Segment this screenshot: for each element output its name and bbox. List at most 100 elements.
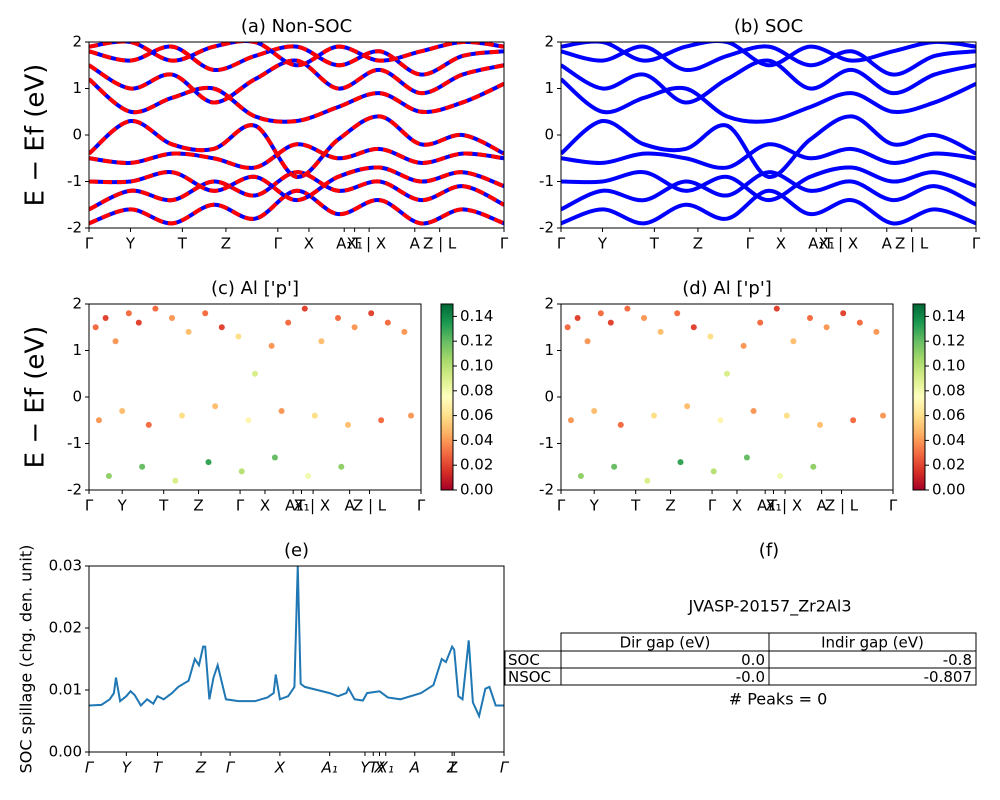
x-tick-label: Γ <box>274 235 283 253</box>
axes-frame <box>88 303 422 491</box>
band <box>561 77 976 124</box>
point <box>840 310 847 317</box>
panel-title: (a) Non-SOC <box>241 16 352 37</box>
y-tick-label: 0.00 <box>49 743 82 761</box>
table-note: # Peaks = 0 <box>729 690 828 709</box>
table-caption: JVASP-20157_Zr2Al3 <box>688 597 852 617</box>
point <box>567 417 574 424</box>
point <box>597 310 604 317</box>
point <box>816 421 823 428</box>
x-tick-label: Z <box>446 759 458 777</box>
x-tick-label: X <box>732 497 742 515</box>
x-tick-label: Γ <box>85 759 95 777</box>
cell-value: -0.0 <box>736 668 765 686</box>
y-tick-label: -1 <box>539 172 554 190</box>
colorbar-tick-label: 0.06 <box>460 406 493 424</box>
x-tick-label: A <box>344 497 355 515</box>
point <box>611 463 618 470</box>
x-tick-label: Z <box>665 497 675 515</box>
point <box>185 328 192 335</box>
x-tick-label: Γ <box>708 497 717 515</box>
x-tick-label: Y <box>117 497 128 515</box>
x-tick-label: Γ <box>226 759 236 777</box>
point <box>212 403 219 410</box>
x-tick-label: T | X <box>823 235 858 253</box>
x-tick-label: Γ <box>85 497 94 515</box>
spillage-line <box>89 566 504 720</box>
point <box>95 417 102 424</box>
axes-frame <box>560 303 894 491</box>
x-tick-label: L <box>450 759 458 777</box>
x-tick-label: Z <box>221 235 231 253</box>
point <box>135 319 142 326</box>
x-tick-label: Y <box>125 235 136 253</box>
point <box>657 328 664 335</box>
point <box>617 421 624 428</box>
point <box>378 417 385 424</box>
point <box>311 412 318 419</box>
x-tick-label: X₁ <box>293 497 309 515</box>
y-tick-label: 1 <box>72 341 82 359</box>
band <box>561 142 976 170</box>
band <box>561 170 976 212</box>
point <box>318 338 325 345</box>
y-tick-label: -2 <box>539 481 554 499</box>
point <box>773 305 780 312</box>
cell <box>768 667 977 686</box>
point <box>607 319 614 326</box>
point <box>591 407 598 414</box>
band <box>89 165 504 203</box>
colorbar-tick-label: 0.14 <box>460 307 493 325</box>
x-tick-label: T | X <box>767 497 802 515</box>
band <box>561 188 976 226</box>
point <box>271 454 278 461</box>
point <box>677 459 684 466</box>
x-tick-label: Γ <box>85 235 94 253</box>
point <box>690 324 697 331</box>
point <box>238 468 245 475</box>
point <box>301 305 308 312</box>
x-tick-label: Γ <box>889 497 898 515</box>
point <box>684 403 691 410</box>
x-tick-label: T <box>153 759 164 777</box>
x-tick-label: Z | L <box>825 497 859 515</box>
point <box>285 319 292 326</box>
point <box>102 314 109 321</box>
point <box>777 473 784 480</box>
point <box>644 477 651 484</box>
x-tick-label: X <box>373 759 385 777</box>
x-tick-label: Γ <box>972 235 981 253</box>
point <box>178 412 185 419</box>
point <box>564 324 571 331</box>
x-tick-label: X <box>776 235 786 253</box>
band <box>89 42 504 68</box>
x-tick-label: X₁ <box>765 497 781 515</box>
x-tick-label: X <box>260 497 270 515</box>
x-tick-label: A <box>409 759 420 777</box>
cell-value: -0.8 <box>943 651 972 669</box>
x-tick-label: Γ <box>236 497 245 515</box>
y-tick-label: -1 <box>67 434 82 452</box>
x-tick-label: Z <box>195 759 207 777</box>
point <box>707 333 714 340</box>
point <box>743 454 750 461</box>
x-tick-label: Γ <box>746 235 755 253</box>
point <box>850 417 857 424</box>
point <box>105 473 112 480</box>
band-underlay <box>89 142 504 170</box>
x-tick-label: X <box>274 759 286 777</box>
y-tick-label: 2 <box>544 295 554 313</box>
colorbar-tick-label: 0.14 <box>932 307 965 325</box>
plot-area <box>92 305 415 484</box>
colorbar-tick-label: 0.12 <box>932 332 965 350</box>
panel-title: (d) Al ['p'] <box>682 278 772 299</box>
point <box>650 412 657 419</box>
x-tick-label: A <box>410 235 421 253</box>
x-tick-label: A₁ <box>321 759 338 777</box>
column-header: Indir gap (eV) <box>821 634 924 652</box>
panel-title: (c) Al ['p'] <box>211 278 299 299</box>
y-axis-label: SOC spillage (chg. den. unit) <box>17 545 36 774</box>
point <box>408 412 415 419</box>
point <box>750 407 757 414</box>
band <box>89 58 504 105</box>
